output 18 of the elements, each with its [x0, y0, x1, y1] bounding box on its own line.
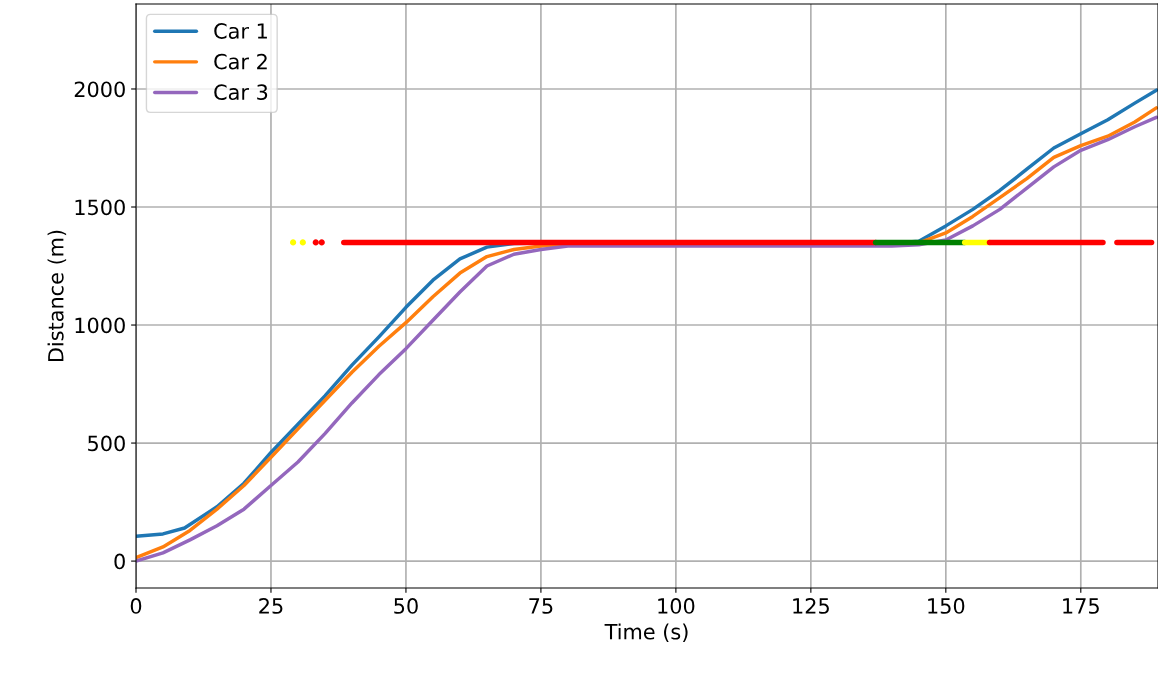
y-tick-label: 500	[88, 435, 125, 452]
x-tick-label: 175	[1063, 598, 1099, 614]
x-tick-label: 75	[529, 598, 553, 614]
x-tick-label: 100	[658, 598, 695, 614]
x-axis-title: Time (s)	[604, 623, 688, 643]
x-tick-label: 50	[394, 598, 418, 614]
x-tick-label: 0	[130, 598, 142, 614]
legend-label: Car 1	[214, 23, 267, 39]
y-tick-label: 2000	[74, 81, 125, 98]
y-tick-label: 1000	[75, 317, 125, 334]
legend-label: Car 3	[214, 84, 268, 101]
x-tick-label: 125	[793, 598, 829, 614]
y-tick-label: 1500	[75, 199, 125, 216]
y-axis-title: Distance (m)	[47, 230, 67, 362]
x-tick-label: 25	[259, 598, 283, 614]
y-tick-label: 0	[114, 553, 125, 570]
x-tick-label: 150	[928, 598, 965, 614]
legend-label: Car 2	[214, 53, 267, 70]
